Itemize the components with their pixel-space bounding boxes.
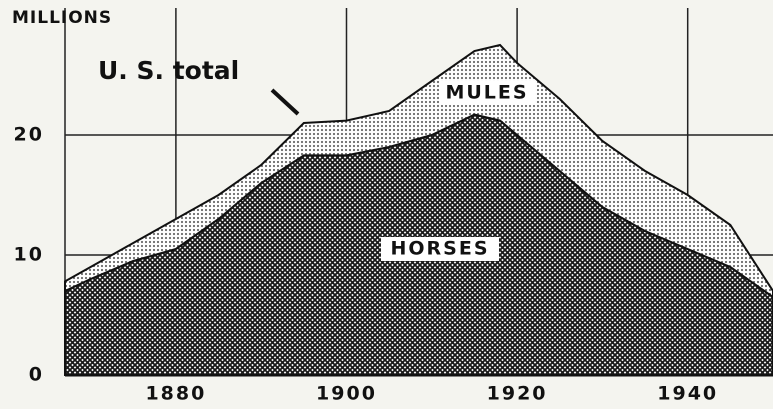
- area: [64, 43, 773, 299]
- x-tick-label: 1940: [657, 383, 718, 405]
- labels: 0 10 20 1880 1900 1920 1940 HORSES MULES: [14, 81, 718, 405]
- x-tick-label: 1920: [487, 383, 548, 405]
- series-label-bg: [439, 81, 535, 105]
- annotation-pointer: [270, 88, 300, 116]
- series-label-bg: [381, 237, 499, 261]
- x-tick-label: 1900: [316, 383, 377, 405]
- y-axis-label: MILLIONS: [12, 8, 112, 28]
- areas: [64, 43, 773, 376]
- series-label: MULES: [445, 82, 528, 104]
- y-tick-label: 20: [14, 124, 44, 146]
- annotation: U. S. total: [98, 56, 239, 85]
- series-label: HORSES: [390, 238, 489, 260]
- y-tick-label: 0: [29, 364, 44, 386]
- y-tick-label: 10: [14, 244, 44, 266]
- x-tick-label: 1880: [145, 383, 206, 405]
